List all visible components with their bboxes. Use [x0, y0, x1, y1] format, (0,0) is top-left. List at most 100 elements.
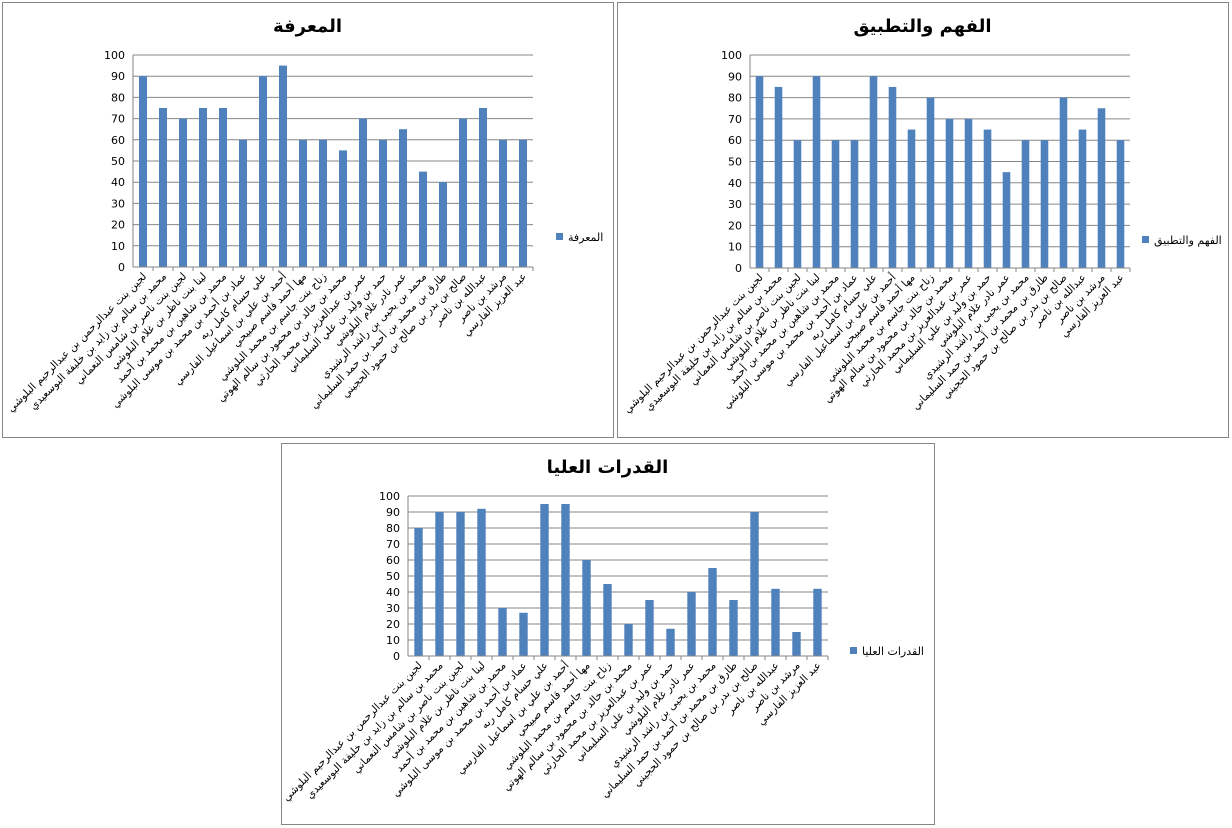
- bar: [359, 118, 367, 267]
- chart-border: [617, 2, 1229, 438]
- y-tick-label: 90: [111, 70, 125, 83]
- bar: [259, 76, 267, 267]
- y-tick-label: 80: [386, 522, 400, 535]
- y-tick-label: 100: [104, 49, 125, 62]
- bar: [945, 118, 954, 269]
- bar: [831, 140, 840, 268]
- bar: [159, 108, 167, 267]
- y-tick-label: 80: [728, 92, 742, 105]
- bar: [755, 76, 764, 268]
- bar: [603, 584, 612, 656]
- bar: [666, 628, 675, 656]
- bar: [813, 588, 822, 656]
- bar: [1002, 172, 1011, 268]
- y-tick-label: 20: [111, 219, 125, 232]
- bar: [339, 150, 347, 267]
- bar: [459, 118, 467, 267]
- y-tick-label: 70: [386, 538, 400, 551]
- bar: [687, 592, 696, 656]
- legend-swatch: [1142, 236, 1149, 243]
- bar: [414, 528, 423, 656]
- bar: [850, 140, 859, 268]
- y-tick-label: 70: [111, 113, 125, 126]
- bar: [771, 588, 780, 656]
- bar: [379, 139, 387, 267]
- chart-title: القدرات العليا: [547, 457, 669, 478]
- bar: [1021, 140, 1030, 268]
- y-tick-label: 30: [111, 197, 125, 210]
- bar: [439, 182, 447, 267]
- bar: [582, 560, 591, 656]
- bar: [774, 86, 783, 268]
- chart-border: [2, 2, 614, 438]
- y-tick-label: 20: [728, 219, 742, 232]
- y-tick-label: 50: [386, 570, 400, 583]
- bar: [561, 504, 570, 656]
- bar: [199, 108, 207, 267]
- bar: [1059, 97, 1068, 268]
- bar: [869, 76, 878, 268]
- y-tick-label: 40: [111, 176, 125, 189]
- y-tick-label: 100: [379, 490, 400, 503]
- bar: [1040, 140, 1049, 268]
- legend-swatch: [556, 233, 563, 240]
- bar: [219, 108, 227, 267]
- y-tick-label: 0: [735, 262, 742, 275]
- bar: [499, 139, 507, 267]
- bar: [279, 65, 287, 267]
- y-tick-label: 40: [728, 177, 742, 190]
- bar: [299, 139, 307, 267]
- bar: [888, 86, 897, 268]
- legend-label: المعرفة: [568, 231, 603, 244]
- legend-swatch: [850, 647, 857, 654]
- bar: [645, 600, 654, 656]
- bar: [624, 624, 633, 656]
- y-tick-label: 0: [393, 650, 400, 663]
- y-tick-label: 30: [386, 602, 400, 615]
- bar: [419, 171, 427, 267]
- chart-panel: القدرات العليا0102030405060708090100لجين…: [281, 443, 935, 825]
- bar: [1116, 140, 1125, 268]
- bar: [812, 76, 821, 268]
- bar: [793, 140, 802, 268]
- y-tick-label: 30: [728, 198, 742, 211]
- y-tick-label: 90: [386, 506, 400, 519]
- bar: [498, 608, 507, 656]
- y-tick-label: 10: [111, 240, 125, 253]
- bar: [479, 108, 487, 267]
- bar: [729, 600, 738, 656]
- bar: [139, 76, 147, 267]
- y-tick-label: 100: [721, 49, 742, 62]
- bar: [239, 139, 247, 267]
- bar: [435, 512, 444, 656]
- y-tick-label: 60: [386, 554, 400, 567]
- y-tick-label: 90: [728, 70, 742, 83]
- bar: [708, 568, 717, 656]
- bar: [792, 632, 801, 656]
- bar: [456, 512, 465, 656]
- legend-label: القدرات العليا: [862, 645, 924, 658]
- y-tick-label: 10: [386, 634, 400, 647]
- y-tick-label: 80: [111, 91, 125, 104]
- y-tick-label: 60: [728, 134, 742, 147]
- bar: [477, 508, 486, 656]
- bar: [319, 139, 327, 267]
- y-tick-label: 50: [728, 156, 742, 169]
- y-tick-label: 10: [728, 241, 742, 254]
- bar: [179, 118, 187, 267]
- y-tick-label: 20: [386, 618, 400, 631]
- y-tick-label: 70: [728, 113, 742, 126]
- bar: [750, 512, 759, 656]
- legend-label: الفهم والتطبيق: [1154, 234, 1222, 248]
- bar: [926, 97, 935, 268]
- chart-title: المعرفة: [273, 16, 342, 37]
- bar: [1078, 129, 1087, 268]
- y-tick-label: 40: [386, 586, 400, 599]
- bar: [1097, 108, 1106, 268]
- chart-title: الفهم والتطبيق: [853, 16, 991, 37]
- bar: [983, 129, 992, 268]
- y-tick-label: 0: [118, 261, 125, 274]
- y-tick-label: 50: [111, 155, 125, 168]
